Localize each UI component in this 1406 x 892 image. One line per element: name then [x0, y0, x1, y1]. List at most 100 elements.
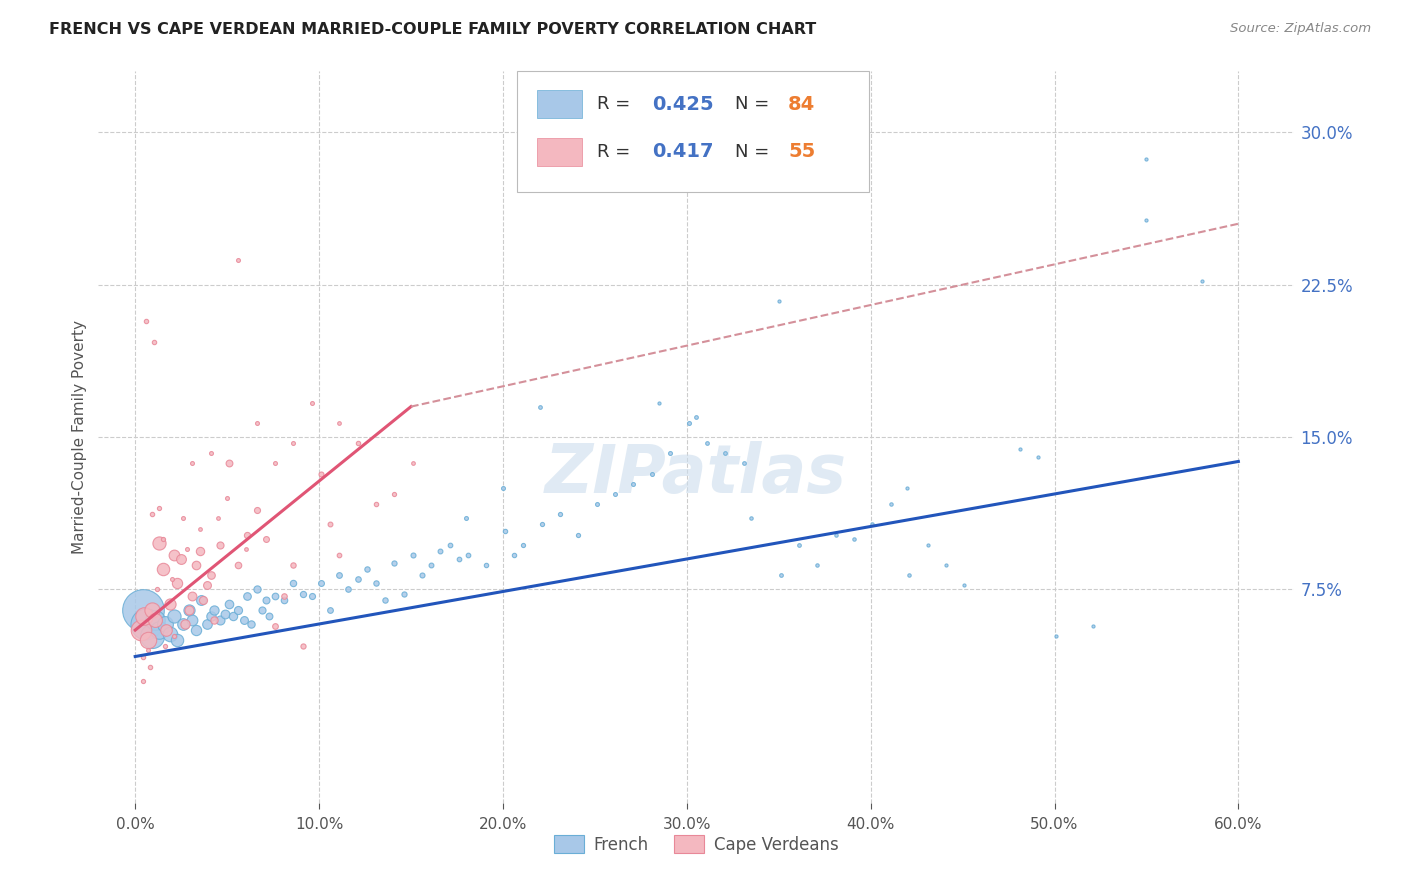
- FancyBboxPatch shape: [537, 90, 582, 118]
- Point: [129, 623, 152, 637]
- Point: [392, 586, 415, 600]
- Point: [218, 597, 240, 611]
- FancyBboxPatch shape: [537, 138, 582, 166]
- Point: [384, 487, 406, 501]
- Point: [456, 511, 478, 525]
- Point: [733, 457, 755, 471]
- Point: [136, 633, 159, 648]
- Point: [250, 603, 273, 617]
- Point: [1191, 274, 1213, 288]
- Point: [240, 617, 263, 632]
- Point: [136, 643, 159, 657]
- Point: [494, 524, 516, 538]
- Point: [217, 491, 239, 505]
- Point: [181, 457, 204, 471]
- Point: [135, 314, 157, 328]
- Point: [585, 497, 607, 511]
- Point: [291, 640, 314, 654]
- Text: R =: R =: [596, 143, 641, 161]
- Point: [141, 508, 163, 522]
- Point: [232, 613, 254, 627]
- Point: [202, 603, 225, 617]
- Point: [181, 613, 204, 627]
- Point: [184, 623, 207, 637]
- Point: [131, 603, 153, 617]
- Point: [159, 627, 181, 641]
- Point: [492, 481, 515, 495]
- Point: [208, 538, 231, 552]
- Text: Source: ZipAtlas.com: Source: ZipAtlas.com: [1230, 22, 1371, 36]
- Point: [141, 629, 163, 643]
- Point: [806, 558, 828, 573]
- Text: 84: 84: [787, 95, 815, 114]
- Y-axis label: Married-Couple Family Poverty: Married-Couple Family Poverty: [72, 320, 87, 554]
- Point: [364, 576, 387, 591]
- Point: [659, 446, 682, 460]
- Point: [195, 578, 218, 592]
- Point: [503, 548, 526, 562]
- Point: [148, 535, 170, 549]
- Point: [141, 603, 163, 617]
- Point: [328, 548, 350, 562]
- Point: [226, 253, 249, 268]
- Point: [152, 562, 174, 576]
- Point: [188, 521, 211, 535]
- Point: [153, 640, 176, 654]
- Point: [447, 552, 470, 566]
- Point: [218, 457, 240, 471]
- Point: [319, 517, 342, 532]
- Point: [309, 576, 332, 591]
- Point: [842, 532, 865, 546]
- Point: [142, 334, 165, 349]
- Text: N =: N =: [735, 95, 775, 113]
- Point: [283, 558, 305, 573]
- Point: [254, 532, 277, 546]
- Point: [1135, 152, 1157, 166]
- Point: [337, 582, 360, 597]
- Point: [1135, 212, 1157, 227]
- Point: [283, 576, 305, 591]
- Point: [769, 568, 792, 582]
- Point: [1081, 619, 1104, 633]
- Point: [172, 617, 194, 632]
- Point: [548, 508, 571, 522]
- Point: [328, 568, 350, 582]
- Point: [188, 544, 211, 558]
- Point: [131, 649, 153, 664]
- Point: [226, 558, 249, 573]
- Point: [273, 589, 295, 603]
- Point: [530, 517, 553, 532]
- Point: [177, 603, 200, 617]
- Point: [135, 617, 157, 632]
- Point: [402, 457, 425, 471]
- Point: [364, 497, 387, 511]
- Point: [166, 633, 188, 648]
- Point: [529, 400, 551, 414]
- Point: [173, 617, 195, 632]
- Point: [953, 578, 976, 592]
- Text: R =: R =: [596, 95, 636, 113]
- Point: [402, 548, 425, 562]
- Point: [935, 558, 957, 573]
- Point: [236, 527, 259, 541]
- Text: FRENCH VS CAPE VERDEAN MARRIED-COUPLE FAMILY POVERTY CORRELATION CHART: FRENCH VS CAPE VERDEAN MARRIED-COUPLE FA…: [49, 22, 817, 37]
- Point: [146, 582, 169, 597]
- Point: [202, 613, 225, 627]
- Point: [512, 538, 534, 552]
- Point: [862, 517, 884, 532]
- Point: [181, 589, 204, 603]
- Point: [155, 623, 177, 637]
- Point: [139, 659, 162, 673]
- Point: [603, 487, 626, 501]
- Point: [176, 541, 198, 556]
- Point: [623, 476, 645, 491]
- Point: [264, 457, 287, 471]
- Point: [917, 538, 939, 552]
- Point: [264, 589, 287, 603]
- Point: [411, 568, 433, 582]
- Point: [259, 608, 281, 623]
- FancyBboxPatch shape: [517, 71, 869, 192]
- Point: [678, 416, 700, 430]
- Point: [374, 592, 396, 607]
- Point: [346, 572, 368, 586]
